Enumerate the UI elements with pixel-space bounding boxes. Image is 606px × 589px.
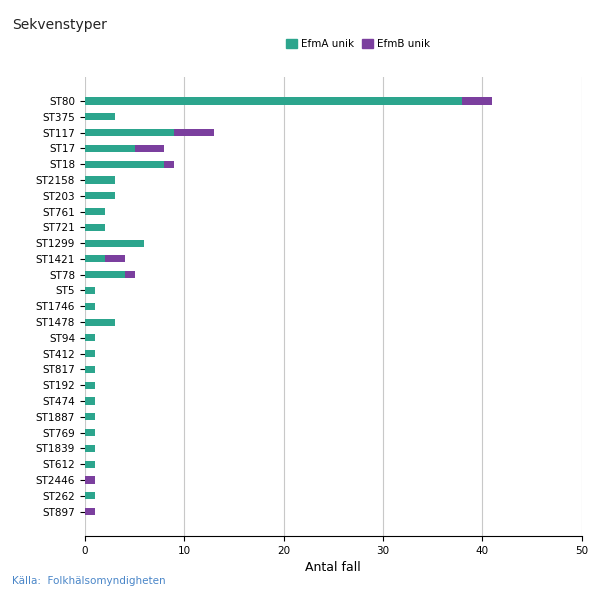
Text: Sekvenstyper: Sekvenstyper bbox=[12, 18, 107, 32]
Bar bbox=[85, 382, 95, 389]
Bar bbox=[85, 350, 95, 357]
Bar bbox=[85, 224, 105, 231]
Bar bbox=[85, 445, 95, 452]
Bar bbox=[164, 161, 175, 168]
Bar bbox=[125, 271, 135, 278]
X-axis label: Antal fall: Antal fall bbox=[305, 561, 361, 574]
Bar bbox=[105, 256, 125, 263]
Bar bbox=[85, 208, 105, 215]
Text: Källa:  Folkhälsomyndigheten: Källa: Folkhälsomyndigheten bbox=[12, 576, 166, 586]
Bar bbox=[85, 192, 115, 199]
Bar bbox=[85, 113, 115, 120]
Bar bbox=[85, 429, 95, 436]
Bar bbox=[85, 97, 462, 105]
Bar bbox=[462, 97, 492, 105]
Bar bbox=[85, 508, 95, 515]
Bar bbox=[85, 256, 105, 263]
Bar bbox=[85, 398, 95, 405]
Bar bbox=[85, 461, 95, 468]
Bar bbox=[135, 145, 164, 152]
Bar bbox=[85, 413, 95, 421]
Bar bbox=[85, 477, 95, 484]
Bar bbox=[85, 161, 164, 168]
Bar bbox=[85, 176, 115, 184]
Bar bbox=[85, 145, 135, 152]
Bar bbox=[85, 335, 95, 342]
Bar bbox=[85, 366, 95, 373]
Bar bbox=[85, 303, 95, 310]
Bar bbox=[85, 129, 175, 136]
Bar bbox=[85, 287, 95, 294]
Bar bbox=[175, 129, 214, 136]
Legend: EfmA unik, EfmB unik: EfmA unik, EfmB unik bbox=[282, 35, 434, 53]
Bar bbox=[85, 271, 125, 278]
Bar bbox=[85, 319, 115, 326]
Bar bbox=[85, 492, 95, 499]
Bar bbox=[85, 240, 144, 247]
